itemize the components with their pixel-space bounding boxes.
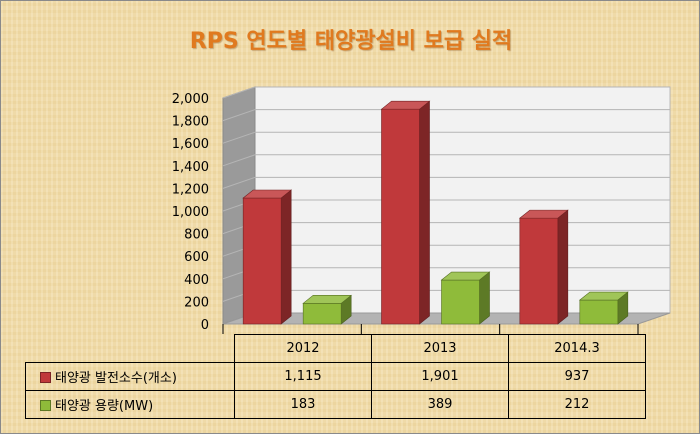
legend-entry: 태양광 발전소수(개소) (25, 362, 235, 391)
y-tick-label: 1,600 (172, 137, 209, 152)
gridline (222, 154, 670, 167)
category-label: 2012 (234, 334, 372, 363)
y-tick-label: 0 (201, 318, 209, 333)
bar (242, 197, 282, 325)
data-cell: 212 (508, 390, 646, 419)
table-row-series-plants: 태양광 발전소수(개소) 1,115 1,901 937 (25, 362, 646, 391)
gridline (222, 131, 670, 144)
data-cell: 1,115 (234, 362, 372, 391)
bar (302, 303, 342, 325)
bar-top (302, 295, 353, 304)
gridline (222, 109, 670, 122)
gridline (222, 176, 670, 189)
bar (381, 108, 420, 325)
table-corner (25, 334, 235, 363)
chart-data-table: 2012 2013 2014.3 태양광 발전소수(개소) 1,115 1,90… (25, 334, 646, 419)
data-cell: 937 (508, 362, 646, 391)
category-label: 2013 (371, 334, 509, 363)
bar-side (479, 271, 490, 325)
series-name: 태양광 용량(MW) (55, 399, 154, 414)
legend-swatch-red (40, 372, 51, 383)
category-label: 2014.3 (508, 334, 646, 363)
bar-side (557, 209, 569, 325)
y-tick-label: 1,000 (172, 205, 209, 220)
data-cell: 1,901 (371, 362, 509, 391)
bar-side (280, 189, 292, 325)
gridline (222, 86, 670, 99)
data-cell: 183 (234, 390, 372, 419)
y-tick-label: 2,000 (172, 92, 209, 107)
y-tick-label: 800 (184, 228, 209, 243)
y-tick-label: 200 (184, 295, 209, 310)
y-tick-label: 1,400 (172, 160, 209, 175)
y-tick-label: 600 (184, 250, 209, 265)
table-row-series-capacity: 태양광 용량(MW) 183 389 212 (25, 390, 646, 419)
bar (441, 279, 480, 325)
legend-entry: 태양광 용량(MW) (25, 390, 235, 419)
data-cell: 389 (371, 390, 509, 419)
bar-top (380, 100, 431, 110)
bar (519, 217, 559, 325)
chart-title: RPS 연도별 태양광설비 보급 실적 (189, 29, 513, 54)
legend-swatch-green (40, 400, 51, 411)
bar-top (242, 189, 293, 199)
bar-top (440, 271, 491, 281)
table-header-row: 2012 2013 2014.3 (25, 334, 646, 363)
y-tick-label: 1,800 (172, 115, 209, 130)
bar-top (518, 209, 569, 219)
y-tick-label: 400 (184, 273, 209, 288)
bar (579, 299, 619, 325)
bar-top (578, 291, 629, 301)
y-tick-label: 1,200 (172, 182, 209, 197)
series-name: 태양광 발전소수(개소) (55, 371, 177, 386)
bar-side (419, 100, 430, 325)
